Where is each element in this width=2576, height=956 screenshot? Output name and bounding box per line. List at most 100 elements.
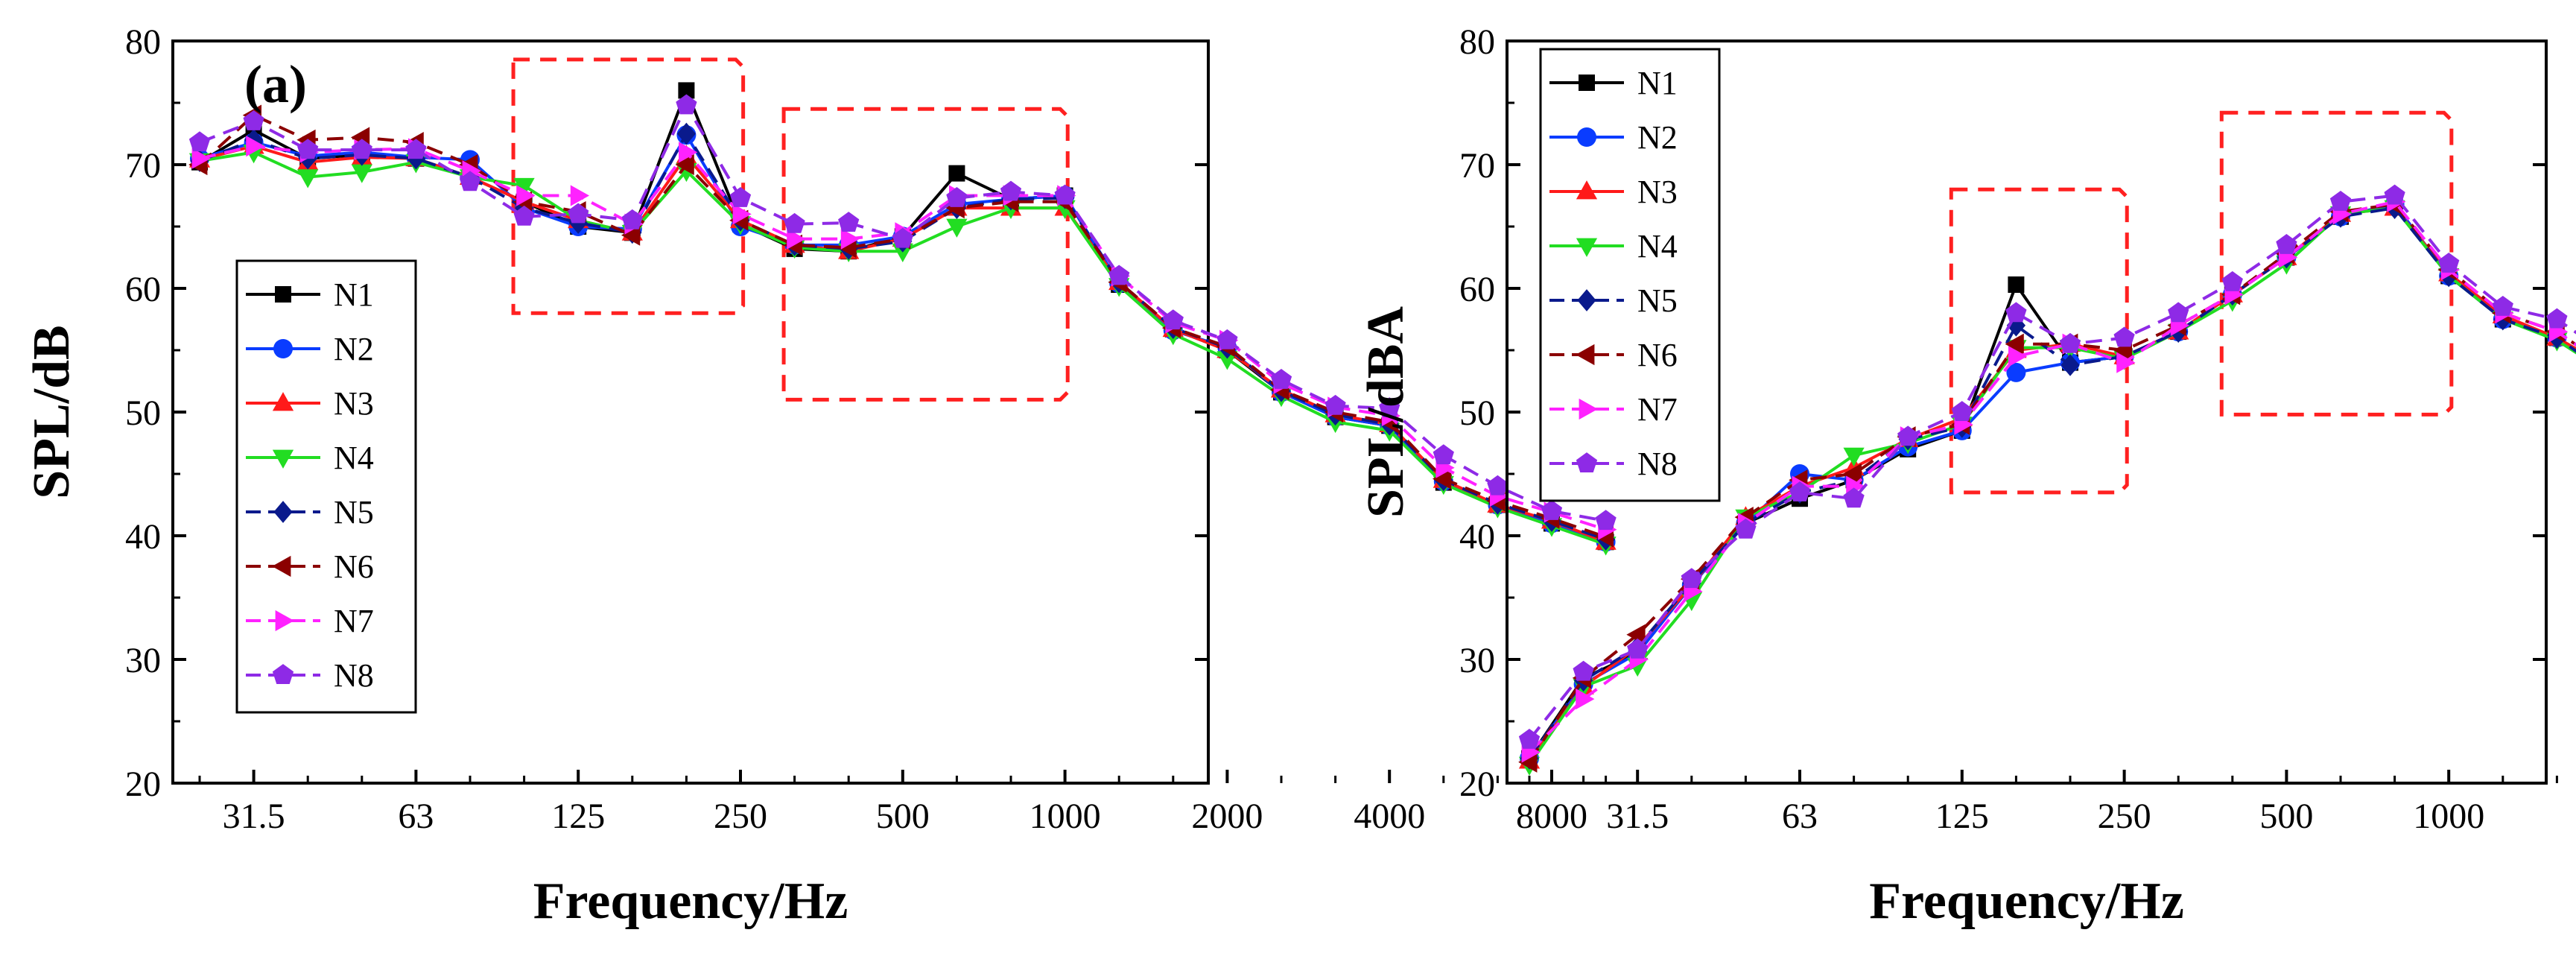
- legend-label: N3: [334, 385, 374, 422]
- legend-label: N5: [1637, 282, 1678, 319]
- series-line-n7: [1528, 200, 2576, 753]
- data-point-n8: [1518, 729, 1541, 749]
- data-point-n5: [2169, 320, 2188, 343]
- data-point-n8: [1216, 329, 1238, 349]
- legend-marker: [1577, 289, 1596, 311]
- data-point-n5: [2061, 354, 2080, 376]
- data-point-n8: [1843, 487, 1865, 508]
- legend-marker: [275, 610, 294, 632]
- x-tick-label: 31.5: [1606, 797, 1669, 836]
- legend-frame: [235, 259, 417, 714]
- legend-item-n8: N8: [246, 657, 374, 694]
- legend-marker: [1576, 452, 1598, 473]
- highlight-box: [2219, 110, 2454, 417]
- data-point-n8: [459, 171, 481, 191]
- legend-item-n5: N5: [1549, 282, 1678, 319]
- data-point-n8: [1325, 394, 1346, 415]
- legend-item-n4: N4: [246, 440, 374, 476]
- legend-label: N4: [334, 440, 374, 476]
- y-tick-label: 70: [125, 146, 161, 186]
- legend-marker: [272, 555, 291, 577]
- legend-label: N1: [1637, 65, 1678, 101]
- data-point-n4: [351, 164, 372, 183]
- legend-label: N7: [334, 603, 374, 639]
- legend-item-n1: N1: [1549, 65, 1678, 101]
- data-point-n7: [2008, 346, 2028, 367]
- y-tick-label: 50: [125, 393, 161, 433]
- highlight-box: [1949, 187, 2129, 495]
- x-tick-label: 250: [714, 797, 767, 836]
- legend-marker: [1576, 180, 1598, 200]
- data-point-n8: [621, 209, 643, 229]
- x-axis-title: Frequency/Hz: [533, 873, 848, 930]
- data-point-n7: [570, 185, 590, 206]
- legend-marker: [273, 501, 293, 523]
- legend-label: N6: [334, 548, 374, 585]
- legend-label: N8: [1637, 446, 1678, 482]
- legend-label: N3: [1637, 174, 1678, 210]
- data-point-n8: [1270, 368, 1292, 389]
- legend-marker: [275, 286, 291, 303]
- data-point-n1: [948, 165, 965, 182]
- x-tick-label: 125: [551, 797, 605, 836]
- legend-frame: [1539, 48, 1721, 502]
- data-point-n8: [1897, 425, 1919, 446]
- x-tick-label: 4000: [1354, 797, 1425, 836]
- legend: N1 N2 N3 N4 N5 N6 N7 N8: [1539, 48, 1721, 502]
- data-point-n6: [621, 224, 641, 246]
- highlight-box: [781, 107, 1070, 402]
- data-point-n8: [188, 131, 211, 152]
- data-point-n8: [1627, 638, 1649, 659]
- data-point-n7: [840, 228, 860, 250]
- data-point-n6: [675, 153, 694, 176]
- data-point-n8: [2546, 308, 2568, 329]
- panel-label: (a): [244, 54, 307, 114]
- legend-label: N2: [1637, 119, 1678, 156]
- x-tick-label: 500: [2259, 797, 2313, 836]
- data-point-n8: [2168, 302, 2189, 323]
- data-point-n8: [568, 203, 589, 224]
- data-point-n7: [679, 142, 698, 163]
- x-tick-label: 1000: [1030, 797, 1101, 836]
- x-tick-label: 1000: [2413, 797, 2484, 836]
- data-point-n7: [191, 148, 211, 169]
- data-point-n8: [2438, 252, 2460, 273]
- series-line-n8: [1528, 194, 2576, 741]
- data-point-n6: [1626, 624, 1646, 645]
- data-point-n8: [1054, 184, 1076, 205]
- y-tick-label: 60: [125, 270, 161, 309]
- y-tick-label: 40: [125, 517, 161, 557]
- legend-marker: [272, 664, 294, 685]
- y-tick-label: 20: [1459, 765, 1495, 804]
- data-point-n8: [676, 94, 697, 115]
- legend-marker: [1579, 398, 1598, 420]
- legend-label: N8: [334, 657, 374, 694]
- y-tick-label: 50: [1459, 393, 1495, 433]
- legend-marker: [1576, 344, 1595, 366]
- data-point-n8: [729, 186, 752, 207]
- data-point-n8: [784, 212, 805, 233]
- data-point-n4: [513, 177, 535, 197]
- data-point-n8: [1162, 309, 1184, 330]
- data-point-n8: [892, 227, 913, 248]
- x-tick-label: 31.5: [223, 797, 285, 836]
- data-point-n2: [2006, 362, 2026, 382]
- legend-item-n8: N8: [1549, 446, 1678, 482]
- data-point-n7: [787, 228, 806, 250]
- legend-label: N6: [1637, 337, 1678, 373]
- x-tick-label: 2000: [1191, 797, 1263, 836]
- legend-marker: [272, 449, 294, 469]
- legend-label: N5: [334, 494, 374, 531]
- data-point-n8: [2276, 234, 2297, 254]
- series-n8: [188, 94, 1617, 531]
- legend-item-n3: N3: [1549, 174, 1678, 210]
- data-point-n8: [1000, 180, 1022, 201]
- y-tick-label: 20: [125, 765, 161, 804]
- data-point-n8: [1595, 510, 1617, 531]
- data-point-n7: [2116, 352, 2136, 373]
- data-point-n8: [243, 110, 264, 130]
- data-point-n1: [678, 82, 695, 99]
- data-point-n8: [1379, 397, 1400, 418]
- data-point-n7: [1576, 688, 1595, 710]
